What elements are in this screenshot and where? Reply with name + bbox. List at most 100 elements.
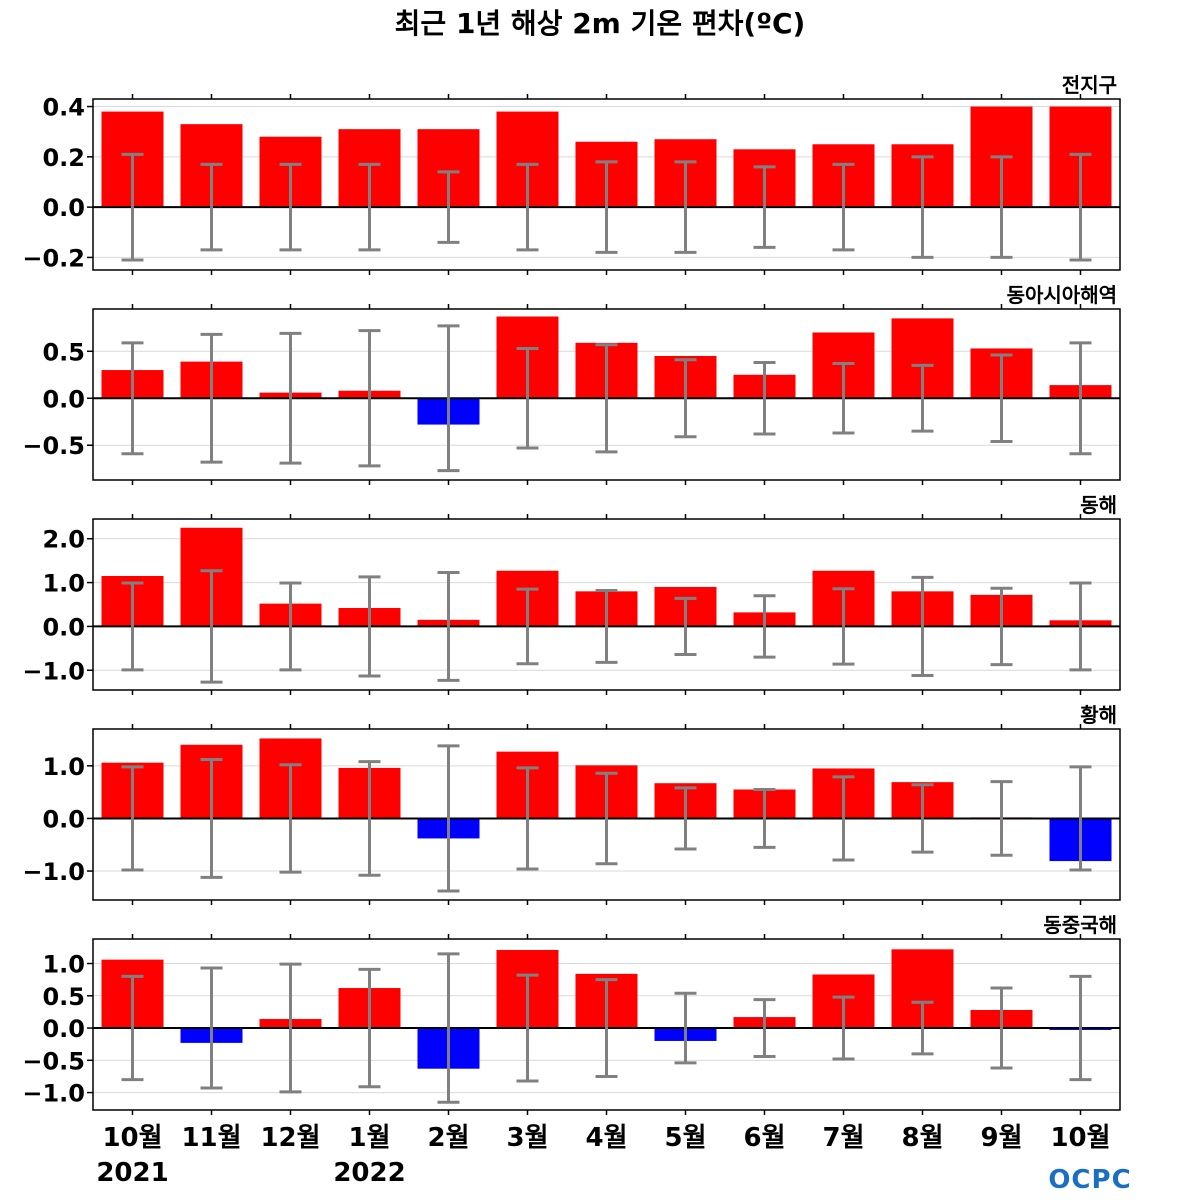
x-axis-labels: 10월 11월 12월 1월 2월 3월 4월 5월 6월 7월 8월 9월 10월 2021 2022 [96, 1123, 1110, 1188]
error-bar [832, 587, 855, 666]
error-bar [1069, 581, 1092, 672]
x-tick-label: 5월 [664, 1123, 706, 1153]
y-tick-label: 0.5 [42, 338, 85, 366]
error-bar [516, 346, 539, 450]
chart-title: 최근 1년 해상 2m 기온 편차(ºC) [395, 7, 806, 40]
x-tick-label: 10월 [102, 1123, 162, 1153]
year-label: 2021 [96, 1158, 168, 1188]
error-bar [753, 998, 776, 1058]
panel-1: −0.2 0.0 0.2 0.4 전지구 [22, 73, 1121, 275]
error-bar [911, 783, 934, 854]
error-bar [516, 162, 539, 252]
error-bar [279, 331, 302, 465]
x-tick-label: 3월 [506, 1123, 548, 1153]
logo-text: OCPC [1048, 1165, 1131, 1195]
error-bar [121, 581, 144, 672]
error-bar [437, 744, 460, 893]
panel-title: 동중국해 [1043, 913, 1117, 937]
y-tick-label: −1.0 [22, 858, 85, 886]
error-bar [200, 758, 223, 879]
error-bar [437, 324, 460, 473]
error-bar [990, 353, 1013, 443]
error-bar [1069, 974, 1092, 1082]
chart-panels: −0.2 0.0 0.2 0.4 전지구 −0.5 0.0 0.5 동아시아해역 −1.0 0.0 1… [22, 73, 1121, 1115]
error-bar [200, 966, 223, 1090]
error-bar [1069, 341, 1092, 456]
error-bar [990, 780, 1013, 857]
error-bar [595, 588, 618, 664]
error-bar [279, 581, 302, 672]
y-tick-label: 0.5 [42, 983, 85, 1011]
error-bar [595, 771, 618, 866]
x-tick-label: 4월 [585, 1123, 627, 1153]
x-tick-label: 10월 [1050, 1123, 1110, 1153]
error-bar [200, 332, 223, 464]
y-tick-label: −1.0 [22, 1080, 85, 1108]
error-bar [358, 760, 381, 877]
panel-title: 황해 [1080, 703, 1117, 727]
x-tick-label: 7월 [822, 1123, 864, 1153]
y-tick-label: 0.0 [42, 1015, 85, 1043]
error-bar [753, 165, 776, 249]
panel-4: −1.0 0.0 1.0 황해 [22, 703, 1121, 905]
error-bar [279, 763, 302, 874]
y-tick-label: −1.0 [22, 657, 85, 685]
error-bar [753, 594, 776, 659]
error-bar [911, 155, 934, 259]
error-bar [516, 973, 539, 1083]
error-bar [911, 575, 934, 678]
y-tick-label: 2.0 [42, 526, 85, 554]
panel-3: −1.0 0.0 1.0 2.0 동해 [22, 493, 1121, 695]
y-tick-label: 1.0 [42, 570, 85, 598]
error-bar [674, 991, 697, 1065]
error-bar [200, 162, 223, 252]
error-bar [832, 162, 855, 252]
error-bar [674, 786, 697, 851]
y-tick-label: 0.0 [42, 805, 85, 833]
x-tick-label: 9월 [980, 1123, 1022, 1153]
error-bar [437, 170, 460, 244]
error-bar [437, 570, 460, 682]
error-bar [832, 775, 855, 862]
error-bar [990, 155, 1013, 259]
y-tick-label: −0.5 [22, 432, 85, 460]
x-tick-label: 6월 [743, 1123, 785, 1153]
y-tick-label: 1.0 [42, 951, 85, 979]
error-bar [753, 361, 776, 436]
error-bar [832, 995, 855, 1061]
panel-2: −0.5 0.0 0.5 동아시아해역 [22, 283, 1121, 485]
error-bar [121, 974, 144, 1082]
error-bar [516, 766, 539, 871]
error-bar [1069, 152, 1092, 262]
error-bar [358, 329, 381, 468]
y-tick-label: 0.0 [42, 613, 85, 641]
error-bar [674, 160, 697, 254]
y-tick-label: −0.5 [22, 1047, 85, 1075]
error-bar [832, 361, 855, 435]
error-bar [990, 586, 1013, 667]
panel-title: 전지구 [1062, 73, 1117, 97]
error-bar [358, 575, 381, 678]
error-bar [279, 162, 302, 252]
panel-5: −1.0 −0.5 0.0 0.5 1.0 동중국해 [22, 913, 1121, 1115]
y-tick-label: 1.0 [42, 753, 85, 781]
error-bar [358, 967, 381, 1089]
error-bar [911, 363, 934, 433]
y-tick-label: 0.0 [42, 385, 85, 413]
y-tick-label: 0.2 [42, 144, 85, 172]
x-tick-label: 11월 [181, 1123, 241, 1153]
x-tick-label: 12월 [260, 1123, 320, 1153]
error-bar [595, 978, 618, 1078]
error-bar [516, 587, 539, 666]
error-bar [911, 1000, 934, 1056]
error-bar [990, 986, 1013, 1070]
y-tick-label: −0.2 [22, 244, 85, 272]
panel-title: 동해 [1080, 493, 1117, 517]
x-tick-label: 8월 [901, 1123, 943, 1153]
error-bar [200, 569, 223, 684]
error-bar [437, 952, 460, 1104]
error-bar [753, 788, 776, 849]
ocpc-logo: OCPC [1048, 1165, 1131, 1195]
x-tick-label: 2월 [427, 1123, 469, 1153]
